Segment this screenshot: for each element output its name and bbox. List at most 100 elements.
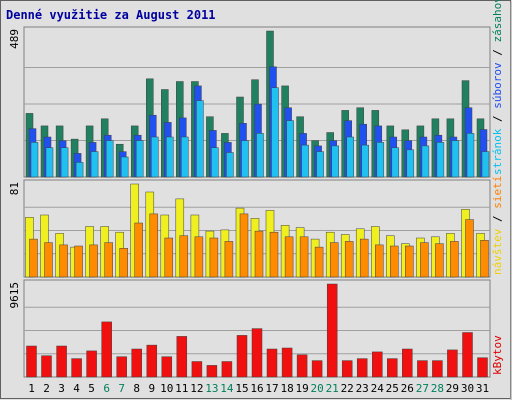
bar-kBytov-day-6 xyxy=(101,321,112,378)
bar-stránok-day-18 xyxy=(286,120,294,178)
panel-2-legend: návštev / sietí xyxy=(491,176,504,275)
bar-stránok-day-5 xyxy=(90,151,99,178)
bar-kBytov-day-29 xyxy=(447,349,458,378)
bar-sietí-day-11 xyxy=(179,235,189,278)
x-tick-label-14: 14 xyxy=(220,382,234,395)
bar-kBytov-day-12 xyxy=(191,361,203,378)
bar-kBytov-day-24 xyxy=(372,351,383,378)
bar-kBytov-day-22 xyxy=(341,360,353,378)
x-tick-label-31: 31 xyxy=(476,382,489,395)
bar-stránok-day-14 xyxy=(226,152,234,178)
bar-sietí-day-21 xyxy=(329,242,339,278)
x-tick-label-6: 6 xyxy=(103,382,110,395)
bar-sietí-day-30 xyxy=(465,219,474,278)
bar-stránok-day-17 xyxy=(271,87,279,178)
x-tick-label-20: 20 xyxy=(310,382,323,395)
bar-kBytov-day-20 xyxy=(311,360,323,378)
x-tick-label-28: 28 xyxy=(431,382,444,395)
x-tick-label-22: 22 xyxy=(341,382,354,395)
bar-stránok-day-28 xyxy=(436,142,445,178)
legend-entry: / xyxy=(491,109,504,129)
bar-kBytov-day-3 xyxy=(56,345,67,378)
x-tick-label-26: 26 xyxy=(401,382,414,395)
bar-sietí-day-19 xyxy=(299,236,309,278)
bar-kBytov-day-23 xyxy=(356,358,368,378)
bar-sietí-day-25 xyxy=(390,245,399,278)
panel-3: 9615 kBytov xyxy=(8,279,504,378)
bar-stránok-day-1 xyxy=(30,142,39,178)
panel-1-ymax-label: 489 xyxy=(8,29,21,49)
chart-title: Denné využitie za August 2011 xyxy=(6,8,216,22)
x-tick-label-5: 5 xyxy=(88,382,95,395)
bar-stránok-day-19 xyxy=(301,144,309,178)
x-tick-label-21: 21 xyxy=(326,382,339,395)
bar-sietí-day-15 xyxy=(239,213,249,278)
bar-sietí-day-4 xyxy=(74,245,83,278)
chart-panels: 489 stránok / súborov / zásahov 81 návštev … xyxy=(8,0,504,378)
bar-stránok-day-11 xyxy=(181,136,189,178)
x-tick-label-10: 10 xyxy=(160,382,173,395)
bar-stránok-day-20 xyxy=(316,151,324,178)
bar-kBytov-day-26 xyxy=(402,348,413,378)
x-tick-label-19: 19 xyxy=(295,382,308,395)
legend-entry: zásahov xyxy=(491,0,504,43)
legend-entry: sietí xyxy=(491,176,504,209)
bar-sietí-day-7 xyxy=(119,248,128,278)
x-tick-label-2: 2 xyxy=(43,382,50,395)
bar-kBytov-day-13 xyxy=(206,365,218,378)
bar-kBytov-day-16 xyxy=(251,328,263,378)
bar-sietí-day-17 xyxy=(269,231,279,278)
bar-kBytov-day-19 xyxy=(296,354,308,378)
bar-stránok-day-10 xyxy=(166,136,174,178)
bar-sietí-day-5 xyxy=(89,244,98,278)
bar-sietí-day-24 xyxy=(375,244,384,278)
x-tick-label-27: 27 xyxy=(416,382,429,395)
bar-kBytov-day-25 xyxy=(387,358,398,378)
bar-kBytov-day-21 xyxy=(326,283,338,378)
bar-sietí-day-13 xyxy=(209,237,219,278)
bar-kBytov-day-4 xyxy=(71,358,82,378)
bar-kBytov-day-30 xyxy=(462,332,473,378)
bar-stránok-day-29 xyxy=(451,140,460,178)
panel-2: 81 návštev / sietí xyxy=(8,176,504,278)
bar-stránok-day-26 xyxy=(406,149,415,178)
bar-stránok-day-22 xyxy=(346,136,354,178)
x-tick-label-24: 24 xyxy=(371,382,385,395)
legend-entry: / xyxy=(491,43,504,63)
bar-sietí-day-6 xyxy=(104,242,113,278)
bar-stránok-day-8 xyxy=(135,140,144,178)
bar-kBytov-day-31 xyxy=(477,357,488,378)
x-tick-label-29: 29 xyxy=(446,382,459,395)
bar-sietí-day-16 xyxy=(254,230,264,278)
bar-stránok-day-6 xyxy=(105,140,114,178)
bar-kBytov-day-8 xyxy=(131,348,142,378)
bar-stránok-day-7 xyxy=(120,156,129,178)
bar-sietí-day-12 xyxy=(194,236,204,278)
legend-entry: / xyxy=(491,209,504,229)
bar-kBytov-day-10 xyxy=(161,356,173,378)
bar-stránok-day-31 xyxy=(481,151,490,178)
legend-entry: návštev xyxy=(491,228,504,275)
x-tick-label-11: 11 xyxy=(175,382,188,395)
x-tick-label-3: 3 xyxy=(58,382,65,395)
bar-sietí-day-27 xyxy=(420,242,429,278)
bar-sietí-day-26 xyxy=(405,245,414,278)
x-tick-label-13: 13 xyxy=(205,382,218,395)
bar-kBytov-day-1 xyxy=(26,345,37,378)
panel-1: 489 stránok / súborov / zásahov xyxy=(8,0,504,178)
bar-sietí-day-31 xyxy=(480,240,489,278)
bar-sietí-day-28 xyxy=(435,243,444,278)
bar-stránok-day-4 xyxy=(75,162,84,178)
bar-kBytov-day-11 xyxy=(176,336,188,378)
x-tick-label-12: 12 xyxy=(190,382,203,395)
bar-sietí-day-8 xyxy=(134,222,143,278)
bar-kBytov-day-9 xyxy=(146,344,158,378)
bar-stránok-day-27 xyxy=(421,145,430,178)
x-tick-label-7: 7 xyxy=(118,382,125,395)
bar-kBytov-day-27 xyxy=(417,360,428,378)
bar-stránok-day-3 xyxy=(60,147,69,178)
x-tick-label-30: 30 xyxy=(461,382,474,395)
bar-kBytov-day-17 xyxy=(266,348,278,378)
legend-entry: stránok xyxy=(491,128,504,175)
